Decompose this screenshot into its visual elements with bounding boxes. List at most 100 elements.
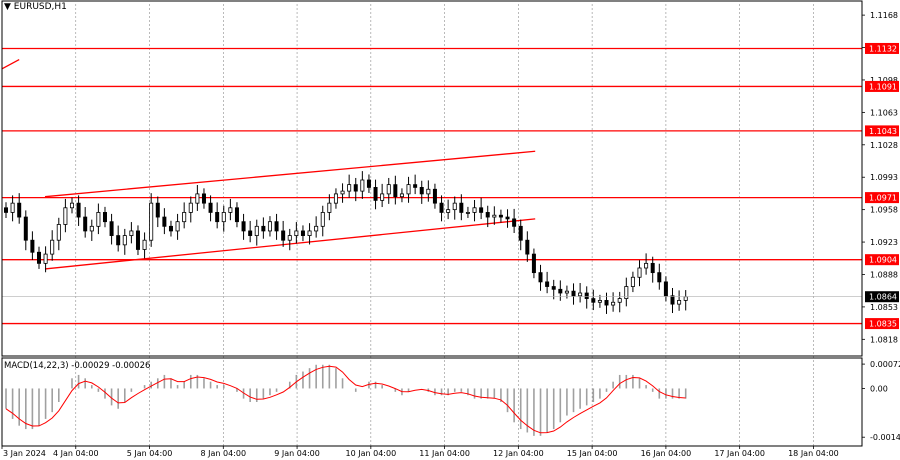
macd-tick-label: 0.00: [870, 384, 888, 393]
candle-body: [267, 221, 272, 232]
candle-body: [17, 202, 22, 218]
price-tick-label: 1.0818: [870, 335, 898, 344]
candle-body: [294, 230, 299, 236]
price-tick-label: 1.1098: [870, 76, 898, 85]
candle-body: [228, 207, 233, 213]
candle-body: [578, 292, 583, 297]
candle-body: [446, 209, 451, 213]
candles: [2, 171, 862, 314]
chevron-down-icon[interactable]: ▼: [4, 2, 11, 12]
price-tick-label: 1.0853: [870, 303, 898, 312]
candle-body: [604, 300, 609, 306]
candle-body: [366, 179, 371, 188]
candle-body: [314, 225, 319, 232]
candle-body: [426, 188, 431, 195]
price-tick-label: 1.0993: [870, 173, 898, 182]
candle-body: [102, 212, 107, 223]
candle-body: [175, 221, 180, 232]
candle-body: [234, 207, 239, 223]
candle-body: [630, 276, 635, 287]
candle-body: [518, 225, 523, 241]
candle-body: [43, 253, 48, 264]
candle-body: [611, 301, 616, 306]
candle-body: [498, 214, 503, 218]
candle-body: [591, 298, 596, 303]
time-tick-label: 9 Jan 04:00: [274, 449, 320, 458]
candle-body: [333, 193, 338, 204]
candle-body: [10, 202, 15, 213]
candle-body: [281, 230, 286, 241]
candle-body: [149, 202, 154, 241]
level-label: 1.0904: [869, 256, 897, 265]
level-label: 1.1043: [869, 127, 897, 136]
candle-body: [347, 184, 352, 192]
candle-body: [551, 286, 556, 290]
time-tick-label: 15 Jan 04:00: [567, 449, 618, 458]
level-label-bg: [865, 125, 899, 137]
candle-body: [300, 230, 305, 236]
candle-body: [307, 230, 312, 236]
candle-body: [274, 221, 279, 232]
time-axis: 3 Jan 2024 4 Jan 04:00 5 Jan 04:00 8 Jan 04…: [1, 446, 839, 458]
candle-body: [439, 202, 444, 213]
price-channel[interactable]: [1, 59, 536, 270]
current-price-label: 1.0864: [869, 293, 897, 302]
candle-body: [637, 267, 642, 278]
candle-body: [531, 253, 536, 274]
level-lines[interactable]: [2, 47, 862, 325]
price-axis: 1.11681.11331.10981.10631.10281.09931.09…: [862, 11, 900, 442]
candle-body: [479, 207, 484, 213]
candle-body: [195, 193, 200, 204]
candle-body: [215, 212, 220, 223]
candle-body: [182, 212, 187, 223]
candle-body: [89, 225, 94, 232]
time-tick-label: 16 Jan 04:00: [641, 449, 692, 458]
candle-body: [677, 300, 682, 305]
candle-body: [459, 202, 464, 213]
candle-body: [545, 281, 550, 287]
chart-frame: [1, 0, 863, 447]
level-label-bg: [865, 318, 899, 330]
price-tick-label: 1.1063: [870, 108, 898, 117]
candle-body: [512, 218, 517, 227]
candle-body: [254, 225, 259, 236]
channel-line-upper[interactable]: [44, 150, 536, 198]
symbol-label: EURUSD,H1: [13, 2, 67, 12]
candle-body: [221, 212, 226, 223]
price-tick-label: 1.0923: [870, 238, 898, 247]
level-label-bg: [865, 192, 899, 204]
candle-body: [69, 202, 74, 209]
symbol-title[interactable]: ▼ EURUSD,H1: [4, 2, 67, 12]
candle-body: [452, 202, 457, 211]
time-tick-label: 18 Jan 04:00: [788, 449, 839, 458]
candle-body: [373, 187, 378, 201]
time-tick-label: 12 Jan 04:00: [493, 449, 544, 458]
candle-body: [380, 193, 385, 201]
candle-body: [63, 207, 68, 225]
candle-body: [168, 225, 173, 232]
candle-body: [162, 216, 167, 227]
candle-body: [4, 207, 9, 213]
candle-body: [584, 292, 589, 299]
candle-body: [76, 202, 81, 218]
price-tick-label: 1.1168: [870, 11, 898, 20]
candle-body: [538, 272, 543, 283]
current-price-bg: [865, 291, 899, 303]
time-tick-label: 17 Jan 04:00: [714, 449, 765, 458]
time-tick-label: 3 Jan 2024: [3, 449, 46, 458]
candle-body: [320, 212, 325, 227]
candle-body: [30, 239, 35, 253]
candle-body: [241, 221, 246, 232]
candle-body: [465, 212, 470, 214]
candle-body: [472, 207, 477, 213]
candle-body: [558, 288, 563, 294]
candle-body: [650, 262, 655, 274]
candle-body: [201, 193, 206, 204]
trendline-fragment[interactable]: [1, 59, 20, 70]
macd-panel-frame: [1, 357, 863, 447]
candle-body: [485, 212, 490, 218]
level-label: 1.0835: [869, 320, 897, 329]
candle-body: [109, 221, 114, 236]
time-tick-label: 5 Jan 04:00: [127, 449, 173, 458]
